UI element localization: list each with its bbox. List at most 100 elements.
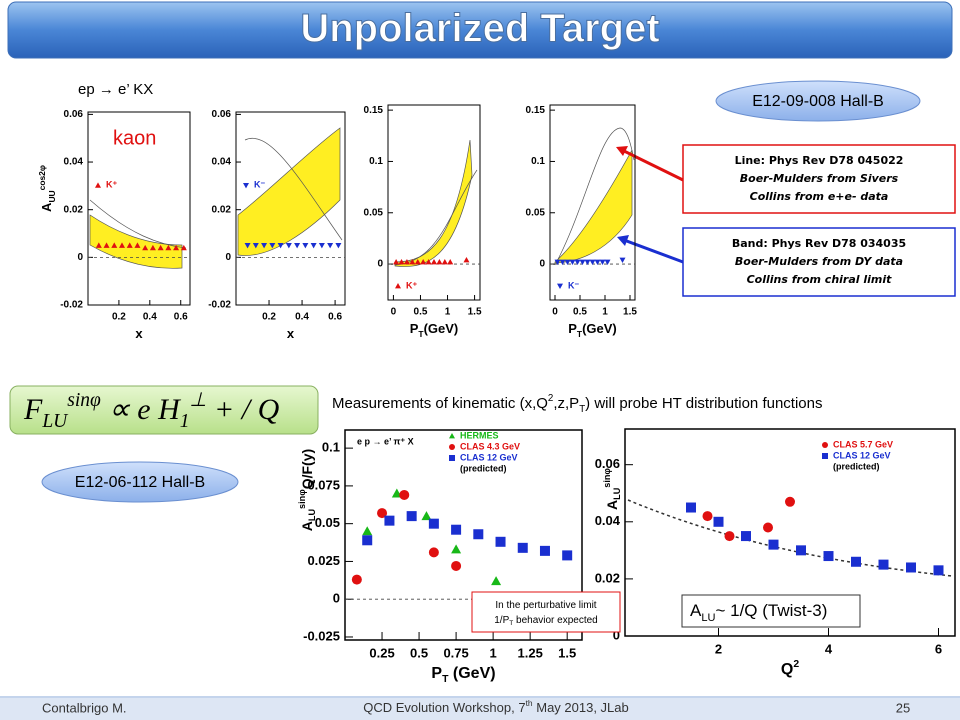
text-part: 1/P xyxy=(494,615,509,626)
text-part: A xyxy=(39,202,54,212)
text-part: 2 xyxy=(793,659,799,670)
data-point xyxy=(409,259,416,265)
chart: -0.02 0 0.02 0.04 0.06 0.2 0.4 0.6 x K⁻ xyxy=(208,109,346,341)
y-tick-label: 0.15 xyxy=(364,105,384,116)
x-tick-label: 0.4 xyxy=(295,312,309,323)
text-part: (GeV) xyxy=(582,321,617,336)
legend-note: (predicted) xyxy=(460,463,507,473)
y-tick-label: 0.04 xyxy=(212,157,232,168)
data-point xyxy=(491,576,502,586)
x-tick-label: 0 xyxy=(552,307,558,318)
y-tick-label: 0.05 xyxy=(315,515,340,530)
text-part: sinφ xyxy=(602,468,612,488)
data-point xyxy=(428,518,439,529)
data-point xyxy=(294,243,301,249)
data-point xyxy=(451,544,462,554)
data-point xyxy=(244,243,251,249)
data-point xyxy=(173,244,180,251)
band xyxy=(237,127,341,256)
data-point xyxy=(564,259,571,266)
text-part: x xyxy=(287,326,295,341)
band-box xyxy=(682,227,956,297)
y-tick-label: 0.05 xyxy=(364,207,384,218)
text-part: P xyxy=(431,665,442,682)
y-tick-label: -0.025 xyxy=(303,628,340,643)
text-part: / Q xyxy=(240,393,280,426)
legend-marker xyxy=(822,442,828,448)
y-tick-label: 0.02 xyxy=(212,204,232,215)
x-tick-label: 0.6 xyxy=(174,312,188,323)
data-point xyxy=(403,259,410,265)
y-axis-label: ALUsinφ xyxy=(602,468,622,510)
x-tick-label: 0.4 xyxy=(143,312,157,323)
band xyxy=(89,214,183,269)
legend-label: K⁺ xyxy=(106,180,117,190)
text-part: LU xyxy=(701,612,715,624)
data-point xyxy=(134,242,141,248)
data-point xyxy=(362,535,373,546)
text-part: 1 xyxy=(180,411,190,432)
footer-event: QCD Evolution Workshop, 7th May 2013, JL… xyxy=(363,698,629,715)
text-part: ,z,P xyxy=(553,395,579,412)
text-part: sinφ xyxy=(297,489,307,509)
x-tick-label: 1.5 xyxy=(468,307,482,318)
data-point xyxy=(724,531,735,542)
text-part: sinφ xyxy=(67,390,101,411)
text-part: T xyxy=(579,404,585,415)
data-point xyxy=(302,243,309,249)
data-point xyxy=(119,242,125,248)
x-axis-label: x xyxy=(287,326,295,341)
x-axis-label: PT(GeV) xyxy=(410,321,459,339)
x-tick-label: 0.2 xyxy=(112,312,126,323)
chart: -0.025 0 0.025 0.05 0.075 0.1 0.25 0.5 0.75 1 1.25… xyxy=(297,429,583,685)
y-tick-label: 0.15 xyxy=(526,105,546,116)
data-point xyxy=(785,496,795,507)
data-point xyxy=(406,511,417,522)
curve xyxy=(244,137,343,241)
kaon-label: kaon xyxy=(113,127,156,149)
data-point xyxy=(431,259,437,265)
data-point xyxy=(741,531,751,542)
experiment-badge xyxy=(41,461,239,503)
data-point xyxy=(579,259,586,266)
legend-marker xyxy=(243,182,249,189)
data-point xyxy=(414,259,421,265)
text-part: A xyxy=(604,500,620,510)
theory-curves xyxy=(89,127,953,577)
legend-marker xyxy=(95,182,101,188)
text-part: LU xyxy=(307,508,317,521)
curve xyxy=(394,169,478,266)
experiment-badge xyxy=(715,80,921,122)
chart: 0 0.05 0.1 0.15 0 0.5 1 1.5 PT(GeV) K⁻ xyxy=(526,104,637,339)
data-point xyxy=(823,551,834,562)
note-line: 1/PT behavior expected xyxy=(494,615,598,628)
data-point xyxy=(149,244,156,251)
data-point xyxy=(463,256,470,263)
x-tick-label: 1 xyxy=(490,645,497,660)
data-point xyxy=(126,242,133,248)
plot-frame xyxy=(624,428,956,637)
legend-marker xyxy=(449,444,455,450)
line-box xyxy=(682,144,956,214)
legend-label: HERMES xyxy=(460,430,499,440)
text-part: A xyxy=(299,521,315,531)
experiment-label: E12-09-008 Hall-B xyxy=(752,93,884,110)
data-point xyxy=(142,244,149,251)
y-tick-label: 0.1 xyxy=(531,156,545,167)
experiment-label: E12-06-112 Hall-B xyxy=(75,474,205,491)
data-point xyxy=(398,259,405,265)
text-part: T xyxy=(509,620,513,627)
text-part: LU xyxy=(612,487,622,500)
data-point xyxy=(495,536,506,547)
data-point xyxy=(310,243,317,249)
data-point xyxy=(384,515,395,526)
x-tick-label: 0.25 xyxy=(369,645,394,660)
legend-marker xyxy=(395,283,401,289)
note-line: In the perturbative limit xyxy=(495,600,596,611)
data-point xyxy=(165,244,172,251)
y-tick-label: 0.05 xyxy=(526,207,546,218)
text-part: P xyxy=(410,321,419,336)
legend-label: CLAS 4.3 GeV xyxy=(460,441,520,451)
text-part: x xyxy=(135,326,143,341)
